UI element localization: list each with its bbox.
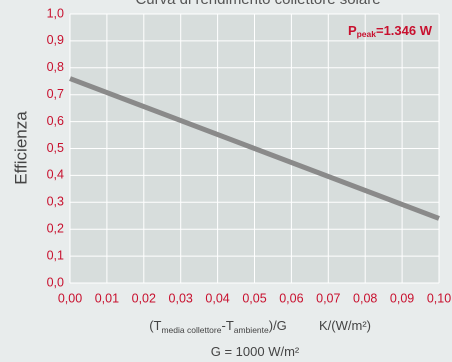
x-tick-label: 0,00 (58, 291, 82, 305)
x-axis-unit: K/(W/m²) (319, 318, 371, 333)
x-axis-label: (Tmedia collettore-Tambiente)/G (149, 318, 287, 335)
irradiance-condition: G = 1000 W/m² (211, 344, 300, 359)
y-tick-label: 0,9 (47, 33, 64, 47)
x-tick-label: 0,07 (316, 291, 340, 305)
y-tick-label: 0,8 (47, 60, 64, 74)
x-tick-label: 0,03 (169, 291, 193, 305)
peak-value: =1.346 W (376, 23, 433, 38)
x-tick-label: 0,09 (390, 291, 414, 305)
y-tick-labels: 0,0 0,1 0,2 0,3 0,4 0,5 0,6 0,7 0,8 0,9 1,0 (47, 6, 64, 289)
x-label-pre: (T (149, 318, 161, 333)
y-tick-label: 0,5 (47, 141, 64, 155)
x-tick-label: 0,04 (205, 291, 229, 305)
x-label-mid: -T (221, 318, 233, 333)
efficiency-line (69, 76, 440, 221)
series-group (69, 76, 440, 221)
x-tick-label: 0,02 (132, 291, 156, 305)
y-tick-label: 0,4 (47, 168, 64, 182)
gridlines (69, 13, 440, 284)
peak-annotation: Ppeak=1.346 W (348, 23, 433, 39)
chart-title: Curva di rendimento collettore solare (135, 0, 380, 8)
y-tick-label: 0,0 (47, 275, 64, 289)
x-label-sub1: media collettore (161, 325, 221, 335)
x-tick-label: 0,06 (279, 291, 303, 305)
y-tick-label: 1,0 (47, 6, 64, 20)
peak-sub: peak (357, 29, 377, 39)
y-tick-label: 0,3 (47, 195, 64, 209)
x-tick-labels: 0,00 0,01 0,02 0,03 0,04 0,05 0,06 0,07 0,08 0,09… (58, 291, 451, 305)
x-tick-label: 0,08 (353, 291, 377, 305)
y-axis-label: Efficienza (11, 111, 30, 185)
peak-p: P (348, 23, 357, 38)
x-label-sub2: ambiente (234, 325, 269, 335)
x-tick-label: 0,10 (427, 291, 451, 305)
y-tick-label: 0,2 (47, 221, 64, 235)
x-label-post: )/G (269, 318, 287, 333)
y-tick-label: 0,6 (47, 114, 64, 128)
y-tick-label: 0,7 (47, 87, 64, 101)
x-tick-label: 0,05 (242, 291, 266, 305)
x-tick-label: 0,01 (95, 291, 119, 305)
y-tick-label: 0,1 (47, 248, 64, 262)
